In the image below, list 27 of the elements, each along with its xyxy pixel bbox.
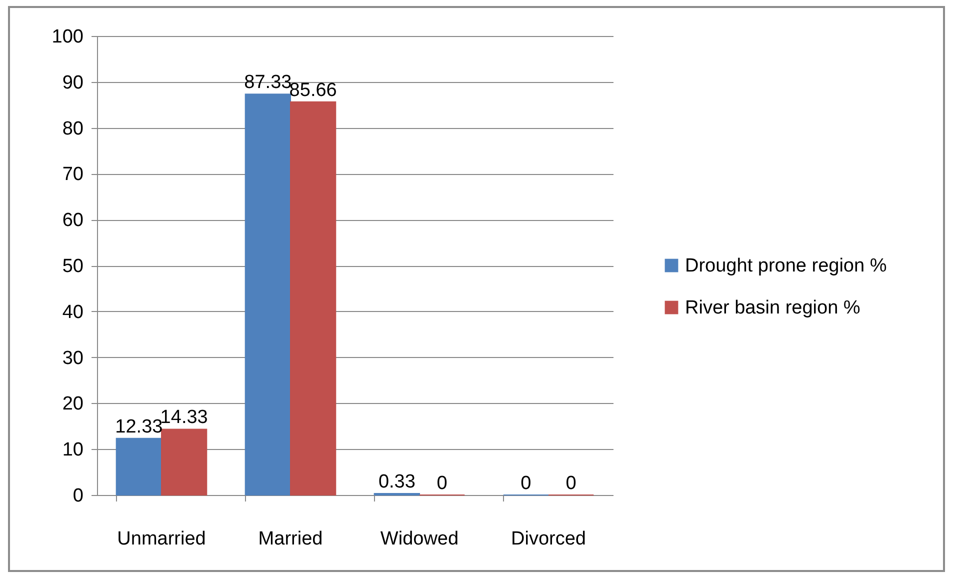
bar <box>244 94 291 496</box>
data-label: 0.33 <box>378 471 416 492</box>
y-tick-label: 90 <box>62 72 84 94</box>
data-label: 0 <box>566 473 576 494</box>
legend-label: River basin region % <box>685 298 860 318</box>
data-label: 85.66 <box>289 80 337 101</box>
y-tick-label: 100 <box>52 26 84 48</box>
bar <box>161 428 208 496</box>
data-label: 0 <box>436 473 448 494</box>
y-tick-label: 60 <box>62 210 84 232</box>
data-label: 0 <box>520 473 532 494</box>
y-tick-label: 0 <box>72 486 84 506</box>
y-tick-label: 20 <box>62 394 84 415</box>
x-tick-label: Unmarried <box>117 528 206 550</box>
bar <box>290 101 336 496</box>
x-tick-label: Married <box>258 528 323 550</box>
y-tick-label: 50 <box>62 256 84 277</box>
y-tick-label: 80 <box>62 118 84 140</box>
y-tick-label: 70 <box>62 164 84 186</box>
legend-label: Drought prone region % <box>685 256 887 276</box>
x-tick-label: Widowed <box>380 528 459 550</box>
y-tick-label: 40 <box>62 302 84 323</box>
bar <box>116 438 162 496</box>
data-label: 12.33 <box>115 416 163 438</box>
y-tick-label: 10 <box>62 440 84 461</box>
y-tick-label: 30 <box>62 348 84 369</box>
x-tick-label: Divorced <box>511 528 586 550</box>
